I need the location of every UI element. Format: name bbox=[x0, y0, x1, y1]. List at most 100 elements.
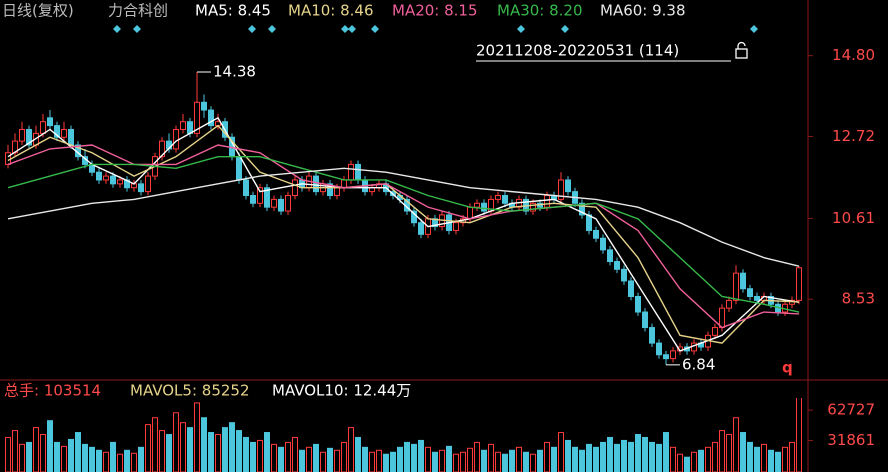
legend-entry: MA5: 8.45 bbox=[195, 2, 271, 20]
legend-entry: MA10: 8.46 bbox=[288, 2, 374, 20]
volume-bar bbox=[775, 451, 781, 472]
candle-body bbox=[754, 295, 760, 301]
candle-body bbox=[530, 202, 536, 212]
candle-body bbox=[271, 198, 277, 208]
volume-bar bbox=[201, 417, 207, 472]
candle-body bbox=[173, 128, 179, 150]
volume-bar bbox=[75, 432, 81, 472]
candle-body bbox=[579, 202, 585, 216]
volume-bar bbox=[733, 417, 739, 472]
volume-bar bbox=[334, 449, 340, 472]
volume-bar bbox=[306, 446, 312, 472]
volume-bar bbox=[103, 451, 109, 472]
candle-body bbox=[110, 175, 116, 185]
y-tick-label: 62727 bbox=[827, 401, 875, 419]
volume-bar bbox=[285, 441, 291, 472]
volume-bar bbox=[299, 449, 305, 472]
candle-body bbox=[474, 202, 480, 208]
volume-bar bbox=[537, 449, 543, 472]
volume-bar bbox=[600, 441, 606, 472]
volume-bar bbox=[509, 449, 515, 472]
volume-bar bbox=[341, 441, 347, 472]
volume-bar bbox=[278, 446, 284, 472]
volume-bar bbox=[54, 441, 60, 472]
candle-body bbox=[278, 198, 284, 212]
candle-body bbox=[5, 152, 11, 165]
volume-bar bbox=[530, 453, 536, 472]
volume-bar bbox=[684, 456, 690, 472]
volume-bar bbox=[180, 422, 186, 472]
y-tick-label: 8.53 bbox=[842, 290, 875, 308]
volume-bar bbox=[250, 441, 256, 472]
volume-bar bbox=[376, 449, 382, 472]
y-tick-label: 10.61 bbox=[832, 209, 875, 227]
volume-bar bbox=[467, 447, 473, 472]
candle-body bbox=[96, 171, 102, 181]
volume-bar bbox=[215, 434, 221, 472]
volume-bar bbox=[726, 434, 732, 472]
volume-bar bbox=[145, 424, 151, 472]
volume-bar bbox=[502, 453, 508, 472]
volume-bar bbox=[222, 427, 228, 472]
volume-bar bbox=[362, 446, 368, 472]
volume-bar bbox=[488, 443, 494, 472]
volume-bar bbox=[621, 439, 627, 472]
volume-bar bbox=[516, 446, 522, 472]
y-tick-label: 14.80 bbox=[832, 46, 875, 64]
candle-body bbox=[201, 101, 207, 111]
volume-bar bbox=[96, 449, 102, 472]
volume-bar bbox=[495, 451, 501, 472]
candle-body bbox=[243, 179, 249, 197]
marker-label: q bbox=[782, 359, 793, 377]
volume-bar bbox=[271, 443, 277, 472]
stock-name: 力合科创 bbox=[108, 2, 168, 20]
volume-bar bbox=[432, 451, 438, 472]
volume-bar bbox=[110, 441, 116, 472]
volume-legend: MAVOL5: 85252 bbox=[130, 382, 250, 400]
volume-bar bbox=[635, 434, 641, 472]
candle-body bbox=[341, 179, 347, 189]
volume-bar bbox=[383, 453, 389, 472]
y-tick-label: 12.72 bbox=[832, 127, 875, 145]
candle-body bbox=[313, 175, 319, 193]
candle-body bbox=[145, 175, 151, 193]
candle-body bbox=[593, 229, 599, 239]
volume-bar bbox=[292, 436, 298, 472]
volume-bar bbox=[355, 436, 361, 472]
ma-line bbox=[7, 124, 800, 344]
candle-body bbox=[558, 179, 564, 200]
volume-bar bbox=[173, 412, 179, 472]
volume-bar bbox=[187, 427, 193, 472]
volume-bar bbox=[712, 441, 718, 472]
volume-bar bbox=[166, 434, 172, 472]
volume-bar bbox=[264, 432, 270, 472]
volume-bar bbox=[446, 445, 452, 472]
candle-body bbox=[117, 179, 123, 185]
candle-body bbox=[733, 272, 739, 301]
volume-bar bbox=[19, 443, 25, 472]
volume-bar bbox=[607, 436, 613, 472]
candle-body bbox=[747, 288, 753, 297]
candle-body bbox=[257, 187, 263, 204]
candle-body bbox=[628, 280, 634, 297]
candle-body bbox=[180, 121, 186, 130]
volume-bar bbox=[131, 452, 137, 472]
volume-bar bbox=[768, 449, 774, 472]
volume-bar bbox=[404, 441, 410, 472]
legend-entry: MA30: 8.20 bbox=[497, 2, 583, 20]
candle-body bbox=[740, 272, 746, 290]
candle-body bbox=[719, 307, 725, 329]
candle-body bbox=[565, 179, 571, 193]
volume-bar bbox=[691, 451, 697, 472]
volume-bar bbox=[670, 446, 676, 472]
volume-bar bbox=[572, 446, 578, 472]
volume-bar bbox=[579, 449, 585, 472]
candle-body bbox=[663, 354, 669, 360]
volume-bar bbox=[313, 443, 319, 472]
volume-bar bbox=[390, 451, 396, 472]
volume-bar bbox=[229, 422, 235, 472]
candle-body bbox=[250, 195, 256, 204]
candle-body bbox=[481, 202, 487, 212]
candle-body bbox=[418, 222, 424, 235]
